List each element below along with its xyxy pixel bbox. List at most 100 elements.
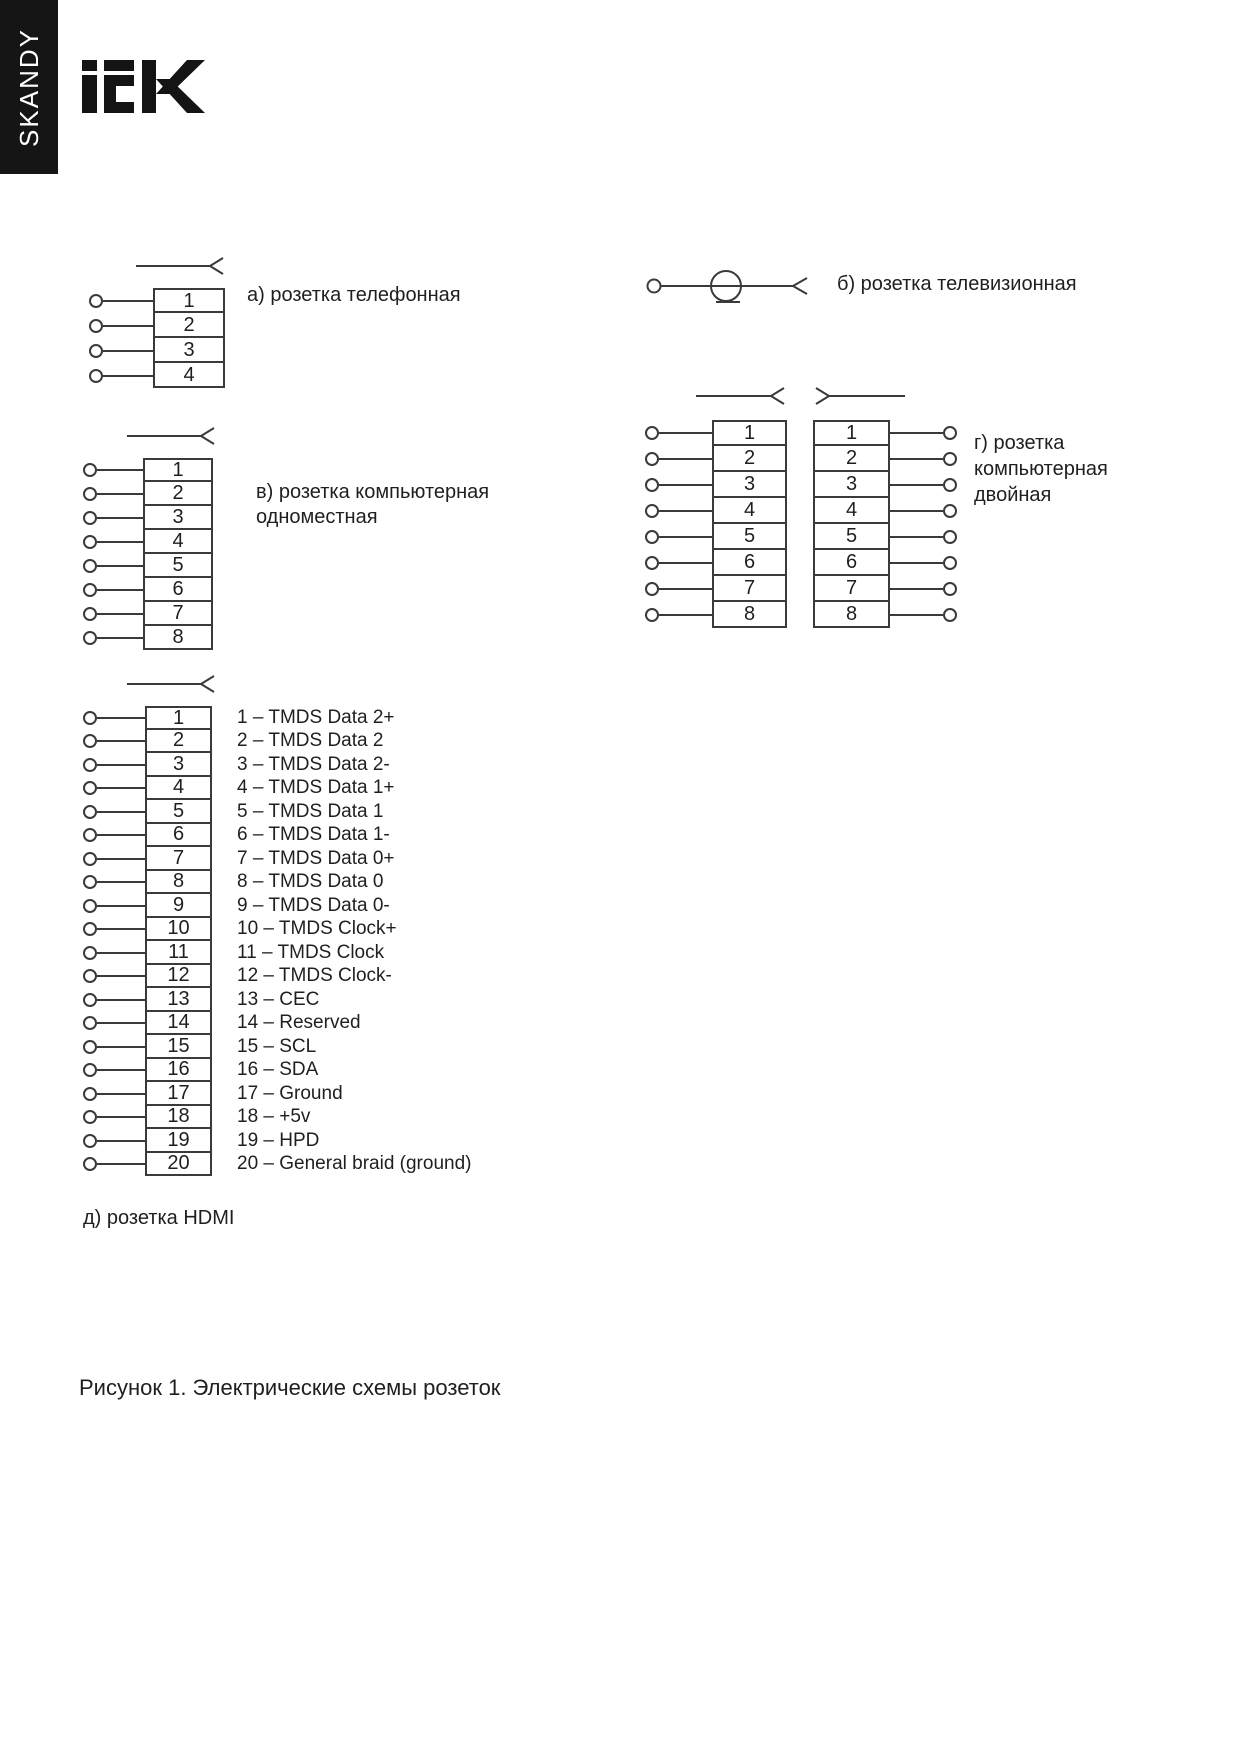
terminal-circle-icon bbox=[645, 478, 659, 492]
terminal-circle-icon bbox=[645, 608, 659, 622]
wire-line bbox=[659, 510, 712, 512]
terminal-circle-icon bbox=[89, 343, 103, 358]
terminal-circle-icon bbox=[645, 582, 659, 596]
pin-cell: 4 bbox=[153, 363, 225, 388]
wire-line bbox=[97, 763, 145, 766]
figure-caption: Рисунок 1. Электрические схемы розеток bbox=[79, 1375, 501, 1400]
pin-cell: 12 bbox=[145, 964, 212, 988]
pin-cell: 16 bbox=[145, 1058, 212, 1082]
brand-sidebar-label: SKANDY bbox=[13, 27, 44, 147]
terminal-circle-icon bbox=[83, 734, 97, 749]
wire-row bbox=[83, 482, 143, 506]
hdmi-pin-function: 12 – TMDS Clock- bbox=[237, 965, 392, 987]
hdmi-pin-function: 9 – TMDS Data 0- bbox=[237, 894, 390, 916]
pin-cell: 6 bbox=[712, 550, 787, 576]
pin-cell: 2 bbox=[143, 482, 213, 506]
terminal-circle-icon bbox=[943, 608, 957, 622]
pin-cell: 11 bbox=[145, 941, 212, 965]
hdmi-pin-function: 15 – SCL bbox=[237, 1035, 317, 1057]
computer-double-left-wires bbox=[645, 420, 712, 628]
wire-line bbox=[103, 299, 153, 302]
wire-row bbox=[83, 871, 145, 895]
wire-row bbox=[645, 524, 712, 550]
hdmi-pin-function: 8 – TMDS Data 0 bbox=[237, 871, 384, 893]
computer-double-label-line3: двойная bbox=[974, 484, 1052, 506]
pin-cell: 4 bbox=[813, 498, 890, 524]
wire-row bbox=[83, 1153, 145, 1177]
wire-line bbox=[97, 1163, 145, 1166]
terminal-circle-icon bbox=[83, 1157, 97, 1172]
wire-line bbox=[97, 834, 145, 837]
wire-row bbox=[83, 1035, 145, 1059]
hdmi-pin-function: 13 – CEC bbox=[237, 988, 320, 1010]
wire-line bbox=[659, 432, 712, 434]
pin-cell: 1 bbox=[143, 458, 213, 482]
wire-line bbox=[890, 484, 943, 486]
pin-cell: 2 bbox=[813, 446, 890, 472]
hdmi-pin-function: 14 – Reserved bbox=[237, 1012, 361, 1034]
terminal-circle-icon bbox=[943, 504, 957, 518]
pin-cell: 8 bbox=[143, 626, 213, 650]
wire-row bbox=[645, 602, 712, 628]
pin-cell: 18 bbox=[145, 1105, 212, 1129]
wire-line bbox=[97, 493, 143, 495]
wire-row bbox=[83, 530, 143, 554]
wire-line bbox=[97, 589, 143, 591]
hdmi-socket-diagram: 1 2 3 4 5 6 7 8 9 10 11 12 13 14 15 16 17 18 19 20 bbox=[83, 706, 212, 1176]
terminal-circle-icon bbox=[83, 631, 97, 645]
terminal-circle-icon bbox=[83, 1039, 97, 1054]
terminal-circle-icon bbox=[943, 452, 957, 466]
wire-line bbox=[97, 951, 145, 954]
pin-cell: 2 bbox=[145, 729, 212, 753]
pin-cell: 5 bbox=[813, 524, 890, 550]
computer-double-right-wires bbox=[890, 420, 957, 628]
hdmi-pinbox: 1 2 3 4 5 6 7 8 9 10 11 12 13 14 15 16 17 18 19 20 bbox=[145, 706, 212, 1176]
terminal-circle-icon bbox=[83, 992, 97, 1007]
hdmi-pin-function: 7 – TMDS Data 0+ bbox=[237, 847, 395, 869]
wire-line bbox=[659, 484, 712, 486]
terminal-circle-icon bbox=[83, 559, 97, 573]
pin-cell: 3 bbox=[712, 472, 787, 498]
wire-line bbox=[97, 469, 143, 471]
wire-line bbox=[890, 614, 943, 616]
wire-line bbox=[97, 787, 145, 790]
wire-row bbox=[83, 847, 145, 871]
pin-cell: 3 bbox=[153, 338, 225, 363]
wire-row bbox=[645, 472, 712, 498]
tv-socket-label: б) розетка телевизионная bbox=[837, 273, 1077, 295]
terminal-circle-icon bbox=[89, 293, 103, 308]
wire-row bbox=[83, 1129, 145, 1153]
terminal-circle-icon bbox=[83, 851, 97, 866]
wire-line bbox=[97, 1022, 145, 1025]
wire-row bbox=[89, 288, 153, 313]
terminal-circle-icon bbox=[83, 945, 97, 960]
terminal-circle-icon bbox=[83, 710, 97, 725]
terminal-circle-icon bbox=[83, 607, 97, 621]
wire-line bbox=[659, 562, 712, 564]
wire-row bbox=[83, 988, 145, 1012]
wire-line bbox=[890, 536, 943, 538]
hdmi-pin-function: 17 – Ground bbox=[237, 1082, 343, 1104]
plug-symbol-icon bbox=[696, 384, 786, 408]
wire-row bbox=[83, 1012, 145, 1036]
pin-cell: 6 bbox=[813, 550, 890, 576]
terminal-circle-icon bbox=[83, 1016, 97, 1031]
pin-cell: 5 bbox=[712, 524, 787, 550]
wire-line bbox=[659, 588, 712, 590]
terminal-circle-icon bbox=[943, 426, 957, 440]
terminal-circle-icon bbox=[83, 487, 97, 501]
hdmi-pin-function: 4 – TMDS Data 1+ bbox=[237, 777, 395, 799]
pin-cell: 3 bbox=[143, 506, 213, 530]
wire-line bbox=[97, 716, 145, 719]
computer-single-wires bbox=[83, 458, 143, 650]
terminal-circle-icon bbox=[83, 828, 97, 843]
brand-sidebar: SKANDY bbox=[0, 0, 58, 174]
hdmi-socket-label: д) розетка HDMI bbox=[83, 1207, 235, 1229]
wire-line bbox=[97, 613, 143, 615]
wire-line bbox=[97, 517, 143, 519]
